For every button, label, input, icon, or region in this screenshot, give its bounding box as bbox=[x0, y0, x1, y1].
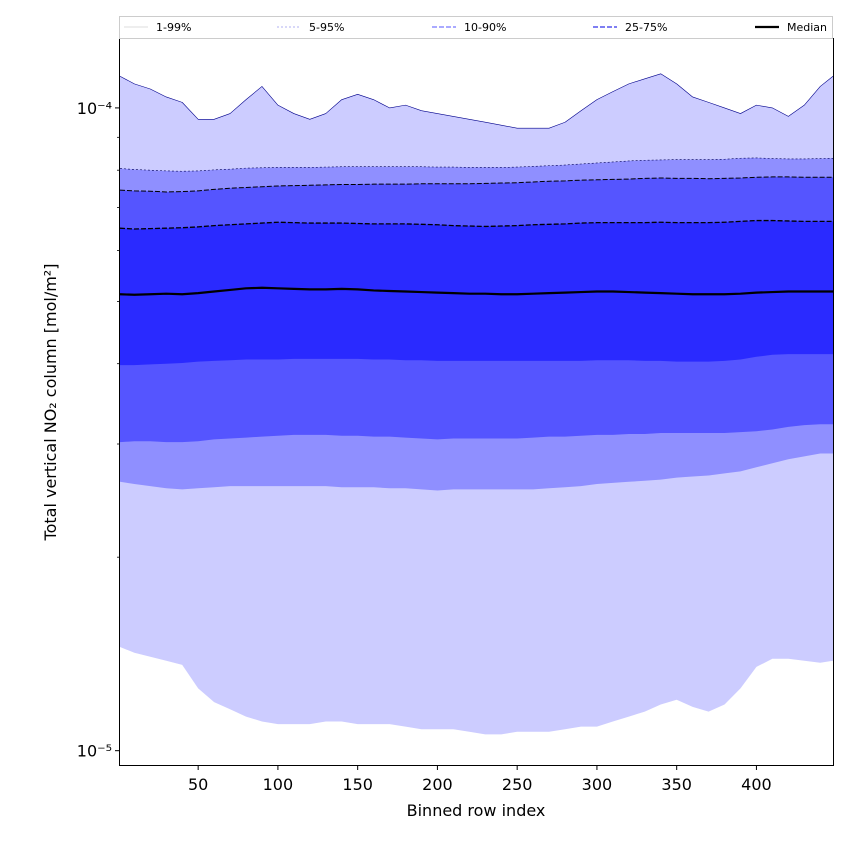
legend-label: 1-99% bbox=[156, 21, 191, 34]
x-axis-label: Binned row index bbox=[407, 801, 546, 820]
line-p90 bbox=[119, 176, 833, 193]
line-p95 bbox=[119, 157, 834, 172]
percentile-lines bbox=[119, 73, 834, 296]
y-axis-label: Total vertical NO₂ column [mol/m²] bbox=[41, 264, 60, 542]
x-tick-label: 300 bbox=[582, 775, 613, 794]
x-tick-label: 400 bbox=[741, 775, 772, 794]
legend-label: 5-95% bbox=[309, 21, 344, 34]
line-p99 bbox=[119, 73, 834, 129]
y-tick-label: 10⁻⁴ bbox=[77, 99, 112, 118]
legend-label: 25-75% bbox=[625, 21, 667, 34]
line-p75 bbox=[119, 219, 833, 230]
legend-frame bbox=[119, 16, 833, 39]
legend-label: Median bbox=[787, 21, 827, 34]
y-axis-ticks: 10⁻⁵ 10⁻⁴ bbox=[77, 99, 120, 761]
y-tick-label: 10⁻⁵ bbox=[77, 742, 112, 761]
x-tick-label: 100 bbox=[263, 775, 294, 794]
x-tick-label: 150 bbox=[342, 775, 373, 794]
x-tick-label: 200 bbox=[422, 775, 453, 794]
legend-items: 1-99% 5-95% 10-90% 25-75% Median bbox=[124, 21, 827, 34]
x-axis-ticks: 50 100 150 200 250 300 350 400 bbox=[188, 765, 772, 794]
line-median bbox=[119, 286, 833, 296]
legend: 1-99% 5-95% 10-90% 25-75% Median bbox=[119, 16, 833, 39]
x-tick-label: 250 bbox=[502, 775, 533, 794]
x-tick-label: 50 bbox=[188, 775, 208, 794]
x-tick-label: 350 bbox=[661, 775, 692, 794]
legend-label: 10-90% bbox=[464, 21, 506, 34]
percentile-bands bbox=[120, 73, 833, 735]
